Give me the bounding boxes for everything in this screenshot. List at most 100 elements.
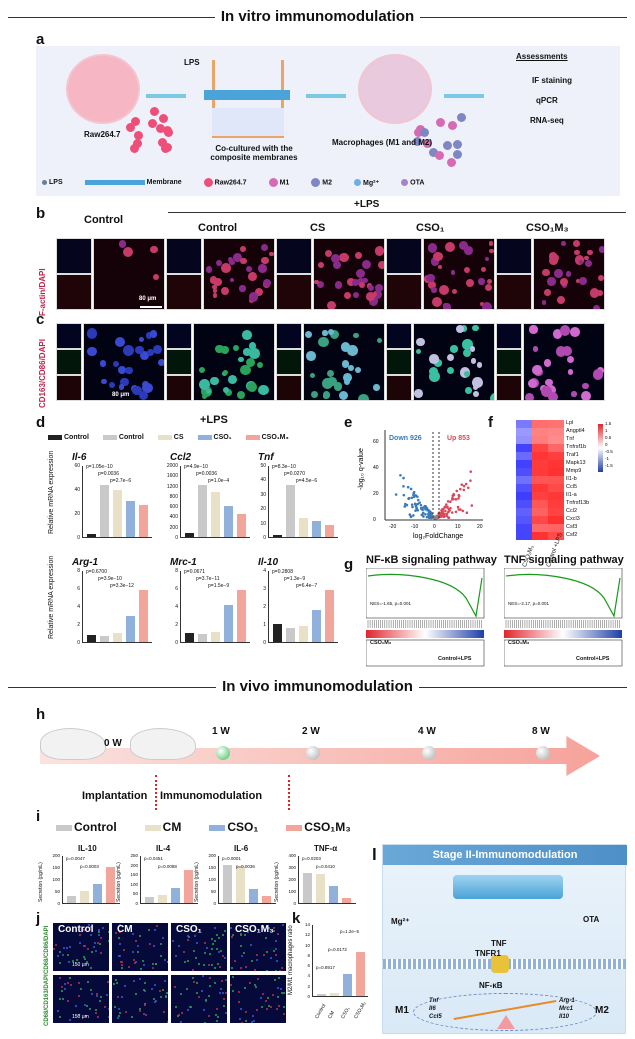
j-cell-dot — [265, 951, 268, 954]
volcano-point — [409, 515, 413, 518]
c-cell-dot — [489, 393, 494, 400]
volcano-point — [445, 512, 449, 516]
b-cell-dot — [119, 240, 127, 248]
b-cell-dot — [261, 256, 269, 265]
b-cell-dot — [442, 303, 452, 309]
c-inset-red — [496, 375, 522, 401]
timepoint-label: 8 W — [532, 726, 550, 737]
assessments-title: Assessments — [516, 52, 568, 61]
c-cell-dot — [570, 327, 581, 338]
volcano-point — [405, 503, 409, 507]
gsea-metric-frame — [366, 639, 485, 667]
d-tick: 0 — [77, 535, 80, 541]
c-inset-red — [276, 375, 302, 401]
heatmap-cell — [532, 492, 548, 500]
b-cell-dot — [152, 273, 160, 281]
heatmap-cell — [516, 428, 532, 436]
j-cell-dot — [187, 935, 190, 938]
b-main-image — [203, 238, 275, 310]
b-cell-dot — [354, 252, 362, 260]
j-image — [52, 974, 110, 1024]
j-cell-dot — [151, 963, 154, 966]
j-cell-dot — [222, 992, 225, 995]
membrane-graphic — [453, 875, 563, 899]
j-cell-dot — [256, 953, 259, 956]
b-lps-line — [168, 212, 626, 213]
i-chart-title: IL-10 — [78, 844, 97, 853]
c-cell-dot — [541, 386, 553, 397]
c-cell-dot — [139, 350, 149, 360]
heatmap-cell — [548, 468, 564, 476]
raw-cell — [126, 122, 136, 132]
j-cell-dot — [223, 997, 226, 1000]
j-row-label-2: CD68/CD163/DAPI — [44, 974, 50, 1026]
c-inset-blue — [276, 323, 302, 349]
in-vivo-title: In vivo immunomodulation — [0, 678, 635, 695]
j-col-label: CSO₁M₃ — [235, 924, 274, 935]
c-cell-dot — [242, 330, 252, 340]
j-cell-dot — [250, 959, 253, 962]
d-tick: 4 — [77, 604, 80, 610]
j-cell-dot — [119, 923, 122, 926]
volcano-point — [418, 501, 421, 504]
j-cell-dot — [255, 1009, 258, 1012]
i-bar — [106, 867, 115, 903]
volcano-point — [440, 510, 444, 513]
d-tick: 200 — [169, 524, 178, 531]
c-cell-dot — [416, 337, 425, 347]
j-cell-dot — [95, 1012, 98, 1015]
volcano-point — [402, 476, 405, 480]
j-cell-dot — [114, 1006, 117, 1009]
j-cell-dot — [275, 953, 278, 956]
volcano-point — [419, 503, 423, 507]
j-cell-dot — [175, 955, 178, 958]
c-inset-red — [166, 375, 192, 401]
c-cell-dot — [149, 330, 158, 338]
b-cell-dot — [330, 253, 341, 264]
volcano-point — [452, 497, 455, 501]
macrophage-cell — [446, 157, 456, 167]
b-row-label: F-actin/DAPI — [38, 268, 47, 316]
j-cell-dot — [97, 929, 100, 932]
volcano-point — [462, 488, 466, 492]
volcano-point — [412, 514, 415, 517]
b-cell-dot — [542, 268, 550, 276]
d-tick: 20 — [74, 511, 80, 517]
heatmap-gene: Angptl4 — [566, 428, 585, 434]
heatmap-cell — [532, 452, 548, 460]
in-vitro-title: In vitro immunomodulation — [0, 8, 635, 25]
c-inset-blue — [496, 323, 522, 349]
b-cell-dot — [579, 276, 587, 285]
d-bar — [286, 485, 295, 537]
i-tick: 50 — [210, 889, 216, 894]
i-bar — [184, 870, 193, 903]
d-tick: 40 — [260, 477, 266, 484]
c-inset-blue — [166, 323, 192, 349]
d-pval: p=1.3e−9 — [284, 576, 306, 582]
i-tick: 200 — [130, 862, 138, 868]
j-cell-dot — [118, 1012, 121, 1015]
volcano-point — [443, 514, 446, 517]
j-cell-dot — [97, 930, 100, 933]
j-col-label: CSO₁ — [176, 924, 202, 935]
raw-cell — [150, 106, 160, 116]
c-cell-dot — [199, 367, 206, 374]
heatmap-colorbar — [598, 424, 603, 472]
macrophage-dish — [358, 54, 432, 124]
i-ylabel: Secretion (pg/mL) — [274, 862, 280, 902]
j-cell-dot — [252, 1020, 255, 1023]
volcano-xlabel: log₂FoldChange — [413, 533, 463, 540]
j-cell-dot — [186, 938, 189, 941]
j-cell-dot — [209, 953, 212, 956]
volcano-point — [449, 500, 452, 504]
arrow-3 — [444, 94, 484, 98]
j-cell-dot — [238, 990, 241, 993]
b-cell-dot — [556, 296, 565, 305]
j-cell-dot — [66, 953, 69, 956]
volcano-point — [424, 507, 427, 511]
gsea-stats: NES=-2.17, p=0.001 — [508, 601, 550, 606]
i-bar — [67, 895, 76, 903]
d-pval: p=8.3e−10 — [272, 464, 296, 470]
j-cell-dot — [225, 979, 227, 982]
j-cell-dot — [252, 1015, 255, 1018]
